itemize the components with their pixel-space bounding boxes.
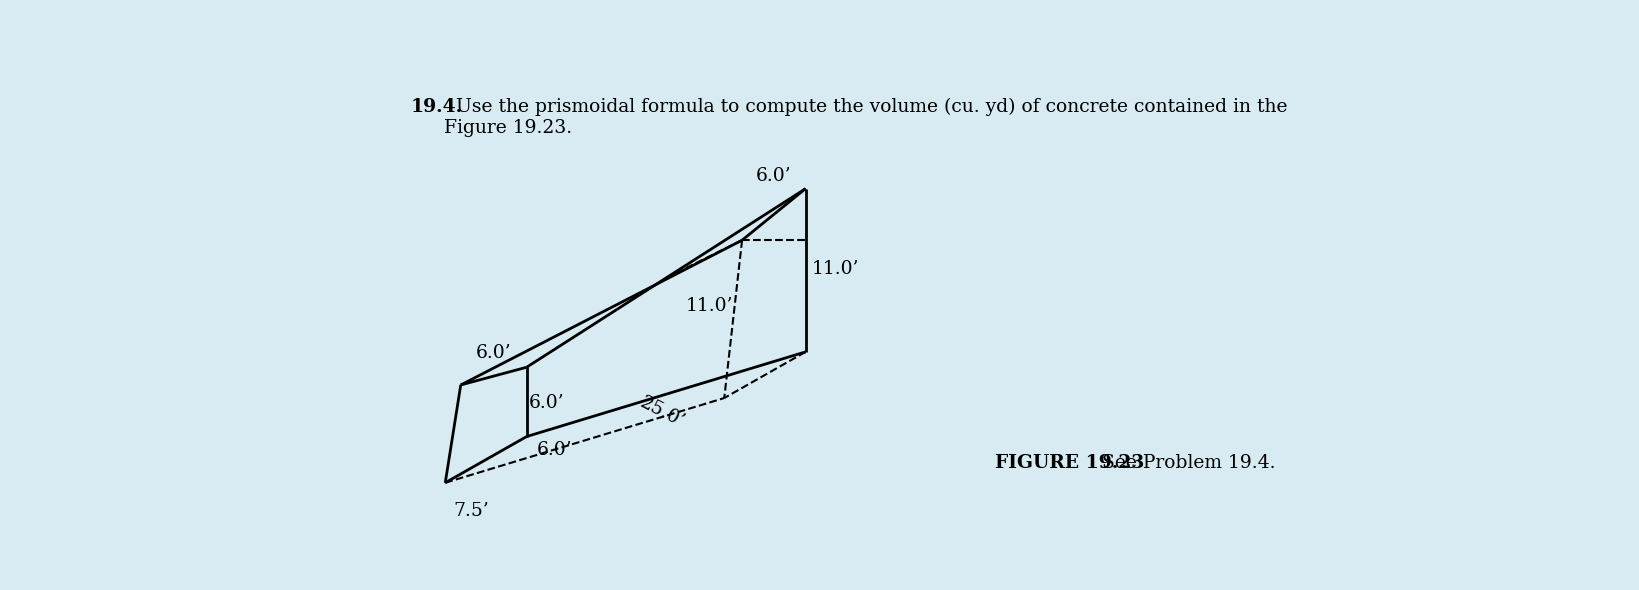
Text: See Problem 19.4.: See Problem 19.4. xyxy=(1090,454,1275,473)
Text: 6.0’: 6.0’ xyxy=(529,395,564,412)
Text: 19.4.: 19.4. xyxy=(410,98,462,116)
Text: 6.0’: 6.0’ xyxy=(475,344,511,362)
Text: 25.0’: 25.0’ xyxy=(636,393,687,431)
Text: 11.0’: 11.0’ xyxy=(811,260,859,278)
Text: Use the prismoidal formula to compute the volume (cu. yd) of concrete contained : Use the prismoidal formula to compute th… xyxy=(444,98,1287,116)
Text: Figure 19.23.: Figure 19.23. xyxy=(444,119,572,136)
Text: 11.0’: 11.0’ xyxy=(685,297,733,314)
Text: FIGURE 19.23: FIGURE 19.23 xyxy=(995,454,1144,473)
Text: 7.5’: 7.5’ xyxy=(452,502,488,520)
Text: 6.0’: 6.0’ xyxy=(536,441,572,458)
Text: 6.0’: 6.0’ xyxy=(756,167,792,185)
